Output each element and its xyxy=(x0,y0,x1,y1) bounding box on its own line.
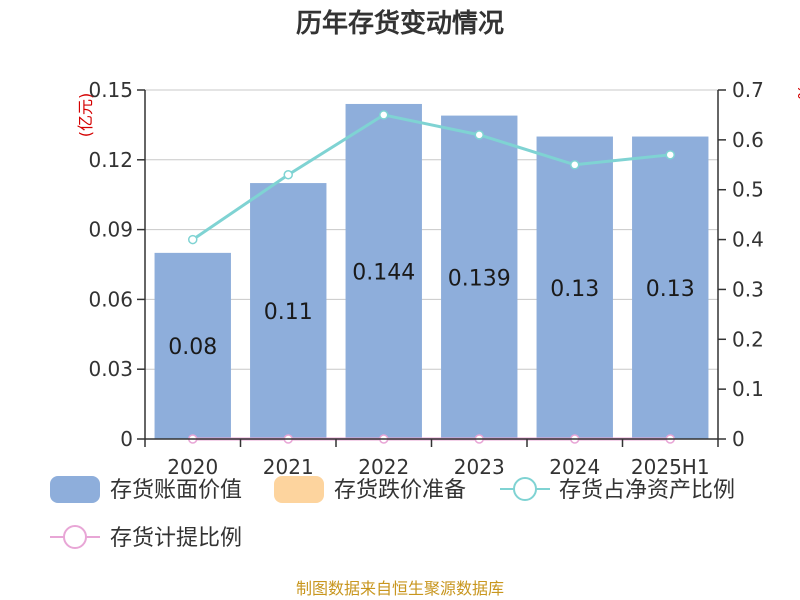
bar-value-label: 0.144 xyxy=(352,260,415,285)
right-axis-tick-label: 0.3 xyxy=(732,277,764,301)
axes: 0 0.03 0.06 0.09 0.12 0.15 0 0.1 0.2 0.3 0.4 0.5 0.6… xyxy=(88,78,763,479)
left-axis-tick-label: 0.12 xyxy=(88,148,133,172)
line-inventory-net-asset-ratio xyxy=(191,113,671,241)
x-axis-tick-label: 2025H1 xyxy=(631,455,710,479)
legend-label-provision-ratio: 存货计提比例 xyxy=(110,526,242,551)
bars: 0.08 0.11 0.144 0.139 0.13 0.13 xyxy=(154,103,709,440)
legend-swatch-impairment-reserve xyxy=(274,476,324,503)
bar-value-label: 0.139 xyxy=(448,266,511,291)
legend-marker-provision-ratio xyxy=(63,525,87,549)
x-axis-tick-label: 2020 xyxy=(167,455,218,479)
bar-inventory-value xyxy=(345,103,422,440)
right-axis-tick-label: 0.1 xyxy=(732,377,764,401)
left-axis-tick-label: 0.06 xyxy=(88,287,133,311)
bar-value-label: 0.13 xyxy=(646,277,695,302)
bar-inventory-value xyxy=(441,115,518,440)
x-axis-tick-label: 2024 xyxy=(549,455,600,479)
right-axis-unit: % xyxy=(794,84,800,99)
point-inventory-net-asset-ratio xyxy=(379,110,389,120)
bar-value-label: 0.11 xyxy=(264,300,313,325)
legend-swatch-inventory-value xyxy=(50,476,100,503)
point-inventory-net-asset-ratio xyxy=(665,150,675,160)
point-inventory-net-asset-ratio xyxy=(188,234,198,245)
bar-value-label: 0.13 xyxy=(550,277,599,302)
point-inventory-net-asset-ratio xyxy=(283,170,293,180)
x-axis-tick-label: 2021 xyxy=(263,455,314,479)
right-axis-tick-label: 0.4 xyxy=(732,228,764,252)
right-axis-tick-label: 0.2 xyxy=(732,327,764,351)
left-axis-tick-label: 0.15 xyxy=(88,78,133,102)
legend-label-net-asset-ratio: 存货占净资产比例 xyxy=(559,478,735,503)
x-axis-tick-label: 2022 xyxy=(358,455,409,479)
left-axis-tick-label: 0.09 xyxy=(88,218,133,242)
bar-inventory-value xyxy=(250,183,327,439)
legend-marker-net-asset-ratio xyxy=(513,477,537,501)
chart-title: 历年存货变动情况 xyxy=(296,8,504,39)
right-axis-tick-label: 0 xyxy=(732,427,745,451)
data-source: 制图数据来自恒生聚源数据库 xyxy=(296,579,504,598)
bar-inventory-value xyxy=(536,136,613,440)
left-axis-unit: (亿元) xyxy=(76,93,95,138)
bar-inventory-value xyxy=(154,252,231,439)
right-axis-tick-label: 0.5 xyxy=(732,178,764,202)
point-inventory-net-asset-ratio xyxy=(474,130,484,140)
legend-label-inventory-value: 存货账面价值 xyxy=(110,478,242,503)
right-axis-tick-label: 0.7 xyxy=(732,78,764,102)
bar-inventory-value xyxy=(632,136,709,440)
bar-value-label: 0.08 xyxy=(168,335,217,360)
left-axis-tick-label: 0.03 xyxy=(88,357,133,381)
right-axis-tick-label: 0.6 xyxy=(732,128,764,152)
point-inventory-net-asset-ratio xyxy=(570,160,580,170)
legend-label-impairment-reserve: 存货跌价准备 xyxy=(334,478,466,503)
left-axis-tick-label: 0 xyxy=(120,427,133,451)
x-axis-tick-label: 2023 xyxy=(454,455,505,479)
